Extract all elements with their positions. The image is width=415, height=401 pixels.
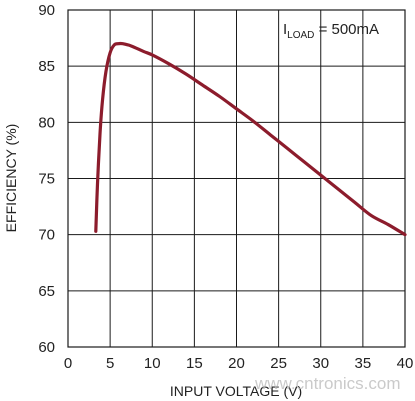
x-axis-label: INPUT VOLTAGE (V) xyxy=(170,383,302,399)
y-tick-label: 70 xyxy=(38,227,55,244)
series-group xyxy=(94,41,407,237)
y-axis-label: EFFICIENCY (%) xyxy=(3,124,19,233)
grid-lines xyxy=(68,10,405,347)
x-tick-label: 20 xyxy=(228,355,245,372)
load-annotation: ILOAD = 500mA xyxy=(283,21,379,41)
x-tick-label: 5 xyxy=(106,355,114,372)
y-tick-label: 75 xyxy=(38,171,55,188)
y-tick-label: 80 xyxy=(38,114,55,131)
y-tick-label: 90 xyxy=(38,2,55,19)
y-tick-label: 60 xyxy=(38,339,55,356)
x-tick-label: 0 xyxy=(64,355,72,372)
plot-frame xyxy=(67,9,406,348)
watermark-text: www.cntronics.com xyxy=(254,374,400,393)
x-tick-label: 10 xyxy=(144,355,161,372)
annotation-main: I xyxy=(283,21,287,38)
x-tick-labels: 0 5 10 15 20 25 30 35 40 xyxy=(64,355,414,372)
y-tick-labels: 60 65 70 75 80 85 90 xyxy=(38,2,55,356)
x-tick-label: 35 xyxy=(355,355,372,372)
y-tick-label: 65 xyxy=(38,283,55,300)
efficiency-series-line xyxy=(94,41,407,237)
x-tick-label: 30 xyxy=(312,355,329,372)
annotation-rest: = 500mA xyxy=(314,21,379,38)
y-tick-label: 85 xyxy=(38,58,55,75)
x-tick-label: 40 xyxy=(397,355,414,372)
x-tick-label: 25 xyxy=(270,355,287,372)
annotation-subscript: LOAD xyxy=(287,30,314,41)
x-tick-label: 15 xyxy=(186,355,203,372)
